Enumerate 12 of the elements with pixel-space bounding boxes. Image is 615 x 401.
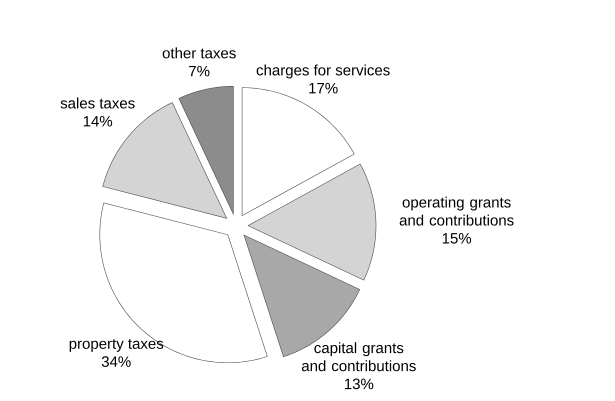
slice-label: sales taxes (60, 98, 135, 109)
slice-label: other taxes (162, 47, 236, 58)
data-label: 15% (442, 233, 472, 244)
data-label: 14% (84, 116, 112, 126)
slice-label: capital grants and contributions (302, 342, 416, 372)
slice-label: operating grants and contributions (400, 196, 514, 226)
data-label: 34% (102, 356, 131, 367)
slice-label: charges for services (256, 64, 390, 78)
data-label: 7% (189, 66, 210, 76)
slice-label: property taxes (70, 339, 164, 352)
data-label: 13% (344, 378, 374, 390)
data-label: 17% (309, 82, 338, 94)
